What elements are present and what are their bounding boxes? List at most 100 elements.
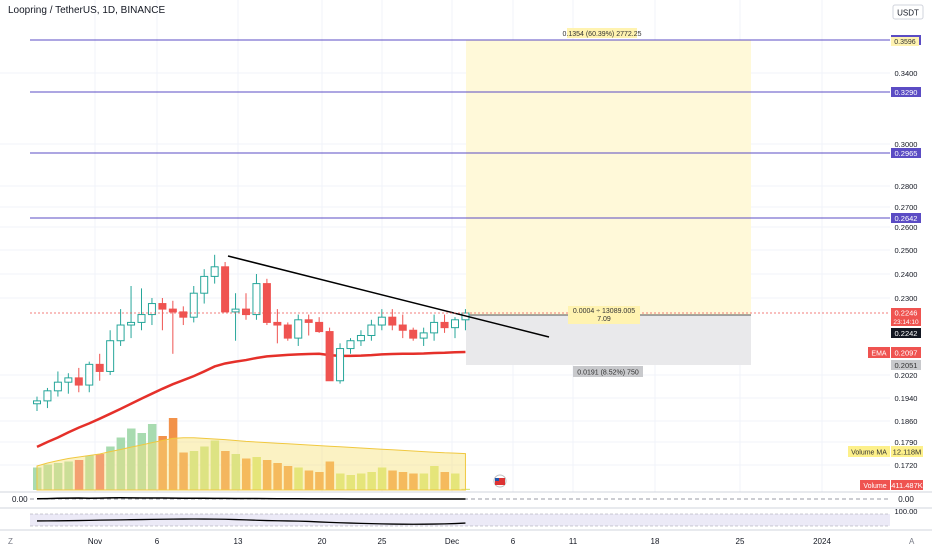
- candle: [74, 367, 83, 393]
- current-label-tag: [891, 328, 921, 338]
- volume-bar: [137, 433, 146, 490]
- time-tick: 2024: [813, 537, 831, 546]
- volume-bar: [64, 461, 73, 490]
- candle: [95, 353, 104, 381]
- candle: [85, 361, 94, 393]
- candle-body: [315, 321, 324, 333]
- volume-bar: [116, 437, 126, 490]
- price-tick: 0.2400: [895, 270, 918, 279]
- time-axis[interactable]: Nov 6 13 20 25 Dec 6 11 18 25 2024: [88, 537, 832, 546]
- price-tick: 0.2800: [895, 182, 918, 191]
- volume-bar: [315, 472, 324, 490]
- time-tick: 13: [234, 537, 243, 546]
- price-tick: 0.1720: [895, 461, 918, 470]
- target-text: 0.1354 (60.39%) 2772.25: [562, 31, 641, 38]
- candle: [53, 371, 62, 397]
- ratio-line2: 7.09: [597, 316, 611, 323]
- volume-bar: [283, 466, 293, 490]
- volume-value: 411.487K: [891, 481, 923, 490]
- candle-body: [127, 321, 136, 326]
- candle-body: [430, 321, 439, 334]
- candle-body: [137, 314, 146, 323]
- volume-ma-tag: Volume MA: [851, 450, 887, 457]
- price-axis[interactable]: 0.34000.32000.30000.28000.27000.26000.25…: [895, 69, 918, 470]
- volume-bar: [127, 428, 136, 490]
- candle-body: [43, 390, 52, 402]
- candle-body: [147, 303, 156, 316]
- stop-text-bg: [573, 366, 643, 377]
- time-tick: 6: [155, 537, 160, 546]
- candle: [356, 330, 365, 346]
- time-tick: Dec: [445, 537, 459, 546]
- volume-bar: [262, 460, 272, 490]
- candles-layer: [33, 254, 470, 411]
- ema-line: [36, 350, 466, 449]
- time-tick: 20: [318, 537, 327, 546]
- volume-bar: [346, 475, 355, 490]
- candle-body: [200, 275, 209, 294]
- time-tick: 6: [511, 537, 516, 546]
- volume-bar: [451, 473, 460, 490]
- candle-body: [116, 324, 125, 342]
- candle: [210, 254, 219, 284]
- candle: [252, 274, 261, 320]
- candle: [231, 293, 240, 341]
- left-marker[interactable]: Z: [8, 537, 13, 546]
- lower-indicator-line: [36, 518, 466, 525]
- candle: [440, 314, 449, 333]
- right-marker[interactable]: A: [909, 537, 915, 546]
- oscillator-line: [36, 497, 466, 500]
- candle: [283, 322, 292, 341]
- candle-body: [179, 311, 188, 318]
- stop-text: 0.0191 (8.52%) 750: [577, 370, 639, 377]
- candle: [388, 309, 397, 331]
- last-price: 0.2246: [895, 309, 918, 318]
- candle-body: [106, 340, 115, 372]
- candle-body: [262, 283, 271, 323]
- volume-bar: [189, 451, 199, 490]
- target-text-bg: [567, 28, 637, 38]
- trendline[interactable]: [227, 255, 550, 338]
- candle-body: [189, 292, 198, 318]
- ema-tag-bg: [868, 347, 890, 358]
- time-tick: 18: [651, 537, 660, 546]
- candle: [137, 288, 146, 331]
- volume-ma-area: [36, 437, 466, 491]
- last-price-tag: [891, 308, 921, 326]
- candle-body: [231, 308, 240, 313]
- level-label: 0.3290: [895, 88, 918, 97]
- currency-box[interactable]: [892, 4, 924, 20]
- candle-body: [283, 324, 292, 339]
- level-label: 0.2965: [895, 149, 918, 158]
- candle: [409, 327, 418, 341]
- level-label: 0.2642: [895, 214, 918, 223]
- price-tick: 0.3400: [895, 69, 918, 78]
- volume-bar: [409, 473, 418, 490]
- volume-bar: [294, 467, 303, 490]
- candle-body: [304, 319, 313, 323]
- target-label-bg: [891, 37, 919, 46]
- osc-right-label: 0.00: [898, 495, 914, 504]
- candle-body: [325, 331, 334, 382]
- volume-bar: [336, 473, 345, 490]
- volume-tag: Volume: [863, 483, 886, 490]
- price-tick: 0.2600: [895, 223, 918, 232]
- flag-icon[interactable]: [493, 474, 507, 488]
- volume-bar: [147, 424, 157, 490]
- volume-bar: [53, 463, 63, 490]
- candle-body: [294, 319, 303, 339]
- candle-body: [242, 308, 250, 316]
- currency-label: USDT: [897, 9, 919, 18]
- volume-bar: [325, 461, 335, 490]
- volume-ma-value-bg: [891, 446, 923, 457]
- levels-layer: [30, 39, 890, 219]
- candle-body: [367, 324, 376, 336]
- candle: [315, 317, 324, 333]
- candle: [179, 306, 188, 326]
- ratio-box: [568, 306, 640, 324]
- level-tag: [891, 213, 921, 223]
- price-tick: 0.2500: [895, 246, 918, 255]
- candle: [451, 317, 459, 339]
- candle: [367, 319, 376, 341]
